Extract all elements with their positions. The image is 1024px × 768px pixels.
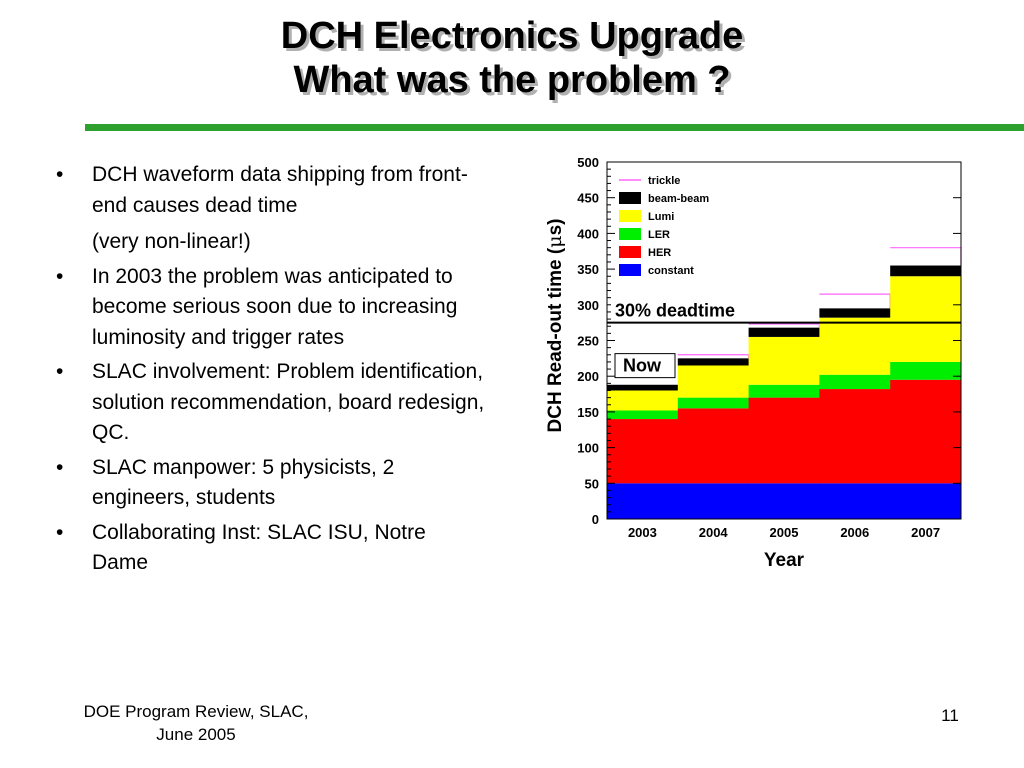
y-tick-label: 400 bbox=[577, 226, 599, 241]
bullet-list: • DCH waveform data shipping from front-… bbox=[56, 160, 486, 583]
y-axis-title: DCH Read-out time (μs) bbox=[544, 219, 566, 433]
y-tick-label: 0 bbox=[592, 512, 599, 527]
bar-segment-beam-beam bbox=[607, 384, 679, 391]
y-tick-label: 100 bbox=[577, 441, 599, 456]
bullet-text: SLAC involvement: Problem identification… bbox=[92, 360, 485, 444]
y-tick-label: 450 bbox=[577, 191, 599, 206]
slide-title: DCH Electronics Upgrade What was the pro… bbox=[0, 14, 1024, 102]
x-tick-label: 2006 bbox=[840, 525, 869, 540]
bullet-marker: • bbox=[56, 455, 64, 479]
bar-segment-LER bbox=[748, 384, 820, 398]
now-annotation: Now bbox=[623, 356, 662, 376]
legend-label: Lumi bbox=[648, 211, 674, 223]
y-tick-label: 350 bbox=[577, 262, 599, 277]
title-line-2: What was the problem ? bbox=[293, 59, 731, 101]
y-tick-label: 50 bbox=[585, 476, 599, 491]
legend-label: trickle bbox=[648, 175, 680, 187]
x-tick-label: 2007 bbox=[911, 525, 940, 540]
bar-segment-beam-beam bbox=[819, 308, 891, 318]
bar-segment-LER bbox=[607, 410, 679, 420]
bar-segment-Lumi bbox=[677, 365, 750, 398]
deadtime-label-bg bbox=[611, 298, 771, 321]
bar-segment-HER bbox=[607, 419, 679, 484]
x-tick-label: 2004 bbox=[699, 525, 729, 540]
x-tick-label: 2003 bbox=[628, 525, 657, 540]
bar-segment-trickle bbox=[819, 293, 891, 309]
bar-segment-beam-beam bbox=[890, 265, 962, 277]
bar-segment-Lumi bbox=[607, 390, 679, 411]
deadtime-label: 30% deadtime bbox=[615, 301, 735, 321]
bar-segment-trickle bbox=[890, 247, 962, 266]
bullet-item: • SLAC manpower: 5 physicists, 2 enginee… bbox=[56, 453, 486, 514]
bar-segment-LER bbox=[677, 397, 750, 409]
bullet-text: In 2003 the problem was anticipated to b… bbox=[92, 264, 458, 349]
x-axis-title: Year bbox=[764, 550, 805, 571]
readout-time-chart: 0 50 100 150 200 250 300 350 400 450 500 2003 2004 20… bbox=[544, 155, 962, 571]
bullet-text: DCH waveform data shipping from front-en… bbox=[92, 163, 468, 217]
bullet-marker: • bbox=[56, 163, 64, 186]
bullet-marker: • bbox=[56, 264, 64, 288]
bar-segment-Lumi bbox=[890, 276, 962, 362]
bar-segment-trickle bbox=[748, 323, 820, 328]
bar-segment-LER bbox=[819, 374, 891, 390]
legend-swatch bbox=[619, 246, 641, 258]
legend-label: beam-beam bbox=[648, 193, 709, 205]
y-axis-title-mu: μ bbox=[544, 235, 566, 247]
now-annotation-box bbox=[614, 353, 676, 379]
bar-segment-constant bbox=[890, 483, 962, 519]
bullet-item: • SLAC involvement: Problem identificati… bbox=[56, 357, 486, 449]
y-tick-label: 300 bbox=[577, 298, 599, 313]
bar-segment-LER bbox=[890, 361, 962, 380]
bullet-text: SLAC manpower: 5 physicists, 2 engineers… bbox=[92, 455, 395, 510]
legend-swatch bbox=[619, 210, 641, 222]
footer-line-1: DOE Program Review, SLAC, bbox=[83, 702, 309, 721]
bullet-subtext: (very non-linear!) bbox=[92, 230, 251, 253]
title-line-1: DCH Electronics Upgrade bbox=[280, 15, 744, 57]
title-divider bbox=[85, 124, 1024, 131]
legend-swatch bbox=[619, 192, 641, 204]
legend-swatch bbox=[619, 228, 641, 240]
page-number: 11 bbox=[941, 706, 959, 725]
bar-segment-HER bbox=[748, 397, 820, 484]
y-tick-label: 200 bbox=[577, 369, 599, 384]
y-tick-label: 500 bbox=[577, 155, 599, 170]
bullet-marker: • bbox=[56, 360, 64, 383]
bullet-item: • Collaborating Inst: SLAC ISU, Notre Da… bbox=[56, 518, 486, 579]
bar-segment-trickle bbox=[677, 354, 750, 359]
y-tick-label: 250 bbox=[577, 334, 599, 349]
bar-segment-constant bbox=[607, 483, 679, 519]
legend-label: constant bbox=[648, 265, 694, 277]
bar-segment-beam-beam bbox=[677, 358, 750, 366]
y-axis-title-unit: s) bbox=[545, 219, 566, 236]
bar-segment-HER bbox=[890, 379, 962, 484]
bullet-marker: • bbox=[56, 520, 64, 544]
bar-segment-constant bbox=[677, 483, 750, 519]
x-tick-label: 2005 bbox=[770, 525, 799, 540]
bar-segment-HER bbox=[819, 389, 891, 484]
y-tick-label: 150 bbox=[577, 405, 599, 420]
bar-segment-beam-beam bbox=[748, 327, 820, 337]
legend-swatch bbox=[619, 264, 641, 276]
bar-segment-Lumi bbox=[748, 336, 820, 385]
bullet-item: • DCH waveform data shipping from front-… bbox=[56, 160, 486, 258]
bullet-text: Collaborating Inst: SLAC ISU, Notre Dame bbox=[92, 520, 426, 575]
bar-segment-constant bbox=[748, 483, 820, 519]
bar-segment-Lumi bbox=[819, 317, 891, 375]
footer-line-2: June 2005 bbox=[156, 725, 236, 744]
footer-source: DOE Program Review, SLAC, June 2005 bbox=[56, 700, 336, 746]
bullet-item: • In 2003 the problem was anticipated to… bbox=[56, 262, 486, 354]
bar-segment-HER bbox=[677, 408, 750, 484]
y-axis-title-text: DCH Read-out time ( bbox=[545, 247, 566, 432]
bar-segment-constant bbox=[819, 483, 891, 519]
legend-label: HER bbox=[648, 247, 671, 259]
legend-label: LER bbox=[648, 229, 670, 241]
